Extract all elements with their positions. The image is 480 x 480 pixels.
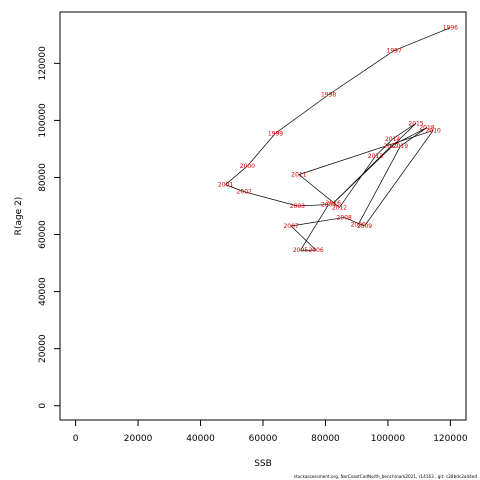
point-label-2016: 2016 [326,200,341,207]
point-label-2003: 2003 [290,203,305,210]
y-tick-label: 80000 [38,163,48,192]
y-tick-label: 0 [38,403,48,409]
series-segment-2017-2018 [390,127,428,147]
point-label-2009: 2009 [357,223,372,230]
series-segment-2013-2014 [375,138,393,157]
series-segment-2012-2013 [339,155,376,208]
y-axis: 0 20000 40000 60000 80000 100000 120000 [38,46,61,409]
series-segment-2007-2008 [291,217,345,227]
series-segment-1998-1999 [275,94,329,134]
series-segment-2004-2005 [300,204,329,251]
point-label-2013: 2013 [368,153,383,160]
point-label-1996: 1996 [443,25,458,32]
x-axis-label: SSB [254,459,272,469]
point-label-2015: 2015 [408,120,423,127]
point-label-2017: 2017 [383,143,398,150]
x-axis: 0 20000 40000 60000 80000 100000 120000 [73,419,468,444]
point-label-1998: 1998 [321,92,336,99]
series-segment-1997-1998 [328,50,395,96]
point-label-1997: 1997 [387,48,402,55]
x-tick-label: 100000 [371,434,406,444]
plot-frame [59,11,467,421]
x-tick-label: 20000 [124,434,153,444]
series-segment-2009-2010 [364,130,434,227]
series [225,27,451,251]
point-label-1999: 1999 [268,130,283,137]
y-tick-label: 40000 [38,277,48,306]
point-label-2005: 2005 [293,247,308,254]
series-segment-2001-2002 [225,184,245,193]
point-label-2000: 2000 [240,163,255,170]
point-labels: 1996 1997 1998 1999 2000 2001 2002 2003 2004 2005… [218,25,458,255]
series-segment-2018-2019 [400,127,428,147]
x-tick-label: 0 [73,434,79,444]
point-label-2014: 2014 [385,136,400,143]
point-label-2020: 2020 [351,222,366,229]
point-label-2019: 2019 [393,143,408,150]
y-tick-label: 120000 [38,46,48,81]
series-segment-2011-2012 [298,174,340,208]
series-segment-2003-2004 [297,204,329,207]
series-segment-1999-2000 [247,133,276,167]
x-tick-label: 40000 [186,434,215,444]
series-segment-2008-2009 [344,217,365,227]
series-segment-2016-2017 [333,145,392,204]
point-label-2008: 2008 [337,214,352,221]
y-tick-label: 20000 [38,334,48,363]
point-label-2004: 2004 [321,202,336,209]
footer-text: stockassessment.org, NorCoastCodNorth_be… [294,474,478,479]
y-tick-label: 100000 [38,103,48,138]
x-tick-label: 60000 [249,434,278,444]
point-label-2018: 2018 [419,125,434,132]
point-label-2007: 2007 [283,223,298,230]
series-segment-1996-1997 [394,27,451,51]
series-segment-2014-2015 [392,122,417,140]
point-label-2006: 2006 [308,247,323,254]
point-label-2002: 2002 [237,189,252,196]
series-segment-2019-2020 [357,145,401,225]
point-label-2010: 2010 [426,127,441,134]
y-tick-label: 60000 [38,220,48,249]
point-label-2011: 2011 [291,172,306,179]
series-segment-2000-2001 [225,165,248,185]
series-segment-2006-2007 [290,225,317,251]
point-label-2012: 2012 [332,204,347,211]
series-segment-2010-2011 [298,130,434,175]
x-tick-label: 80000 [311,434,340,444]
series-segment-2002-2003 [244,191,298,207]
point-label-2001: 2001 [218,182,233,189]
y-axis-label: R(age 2) [14,197,24,236]
x-tick-label: 120000 [433,434,468,444]
